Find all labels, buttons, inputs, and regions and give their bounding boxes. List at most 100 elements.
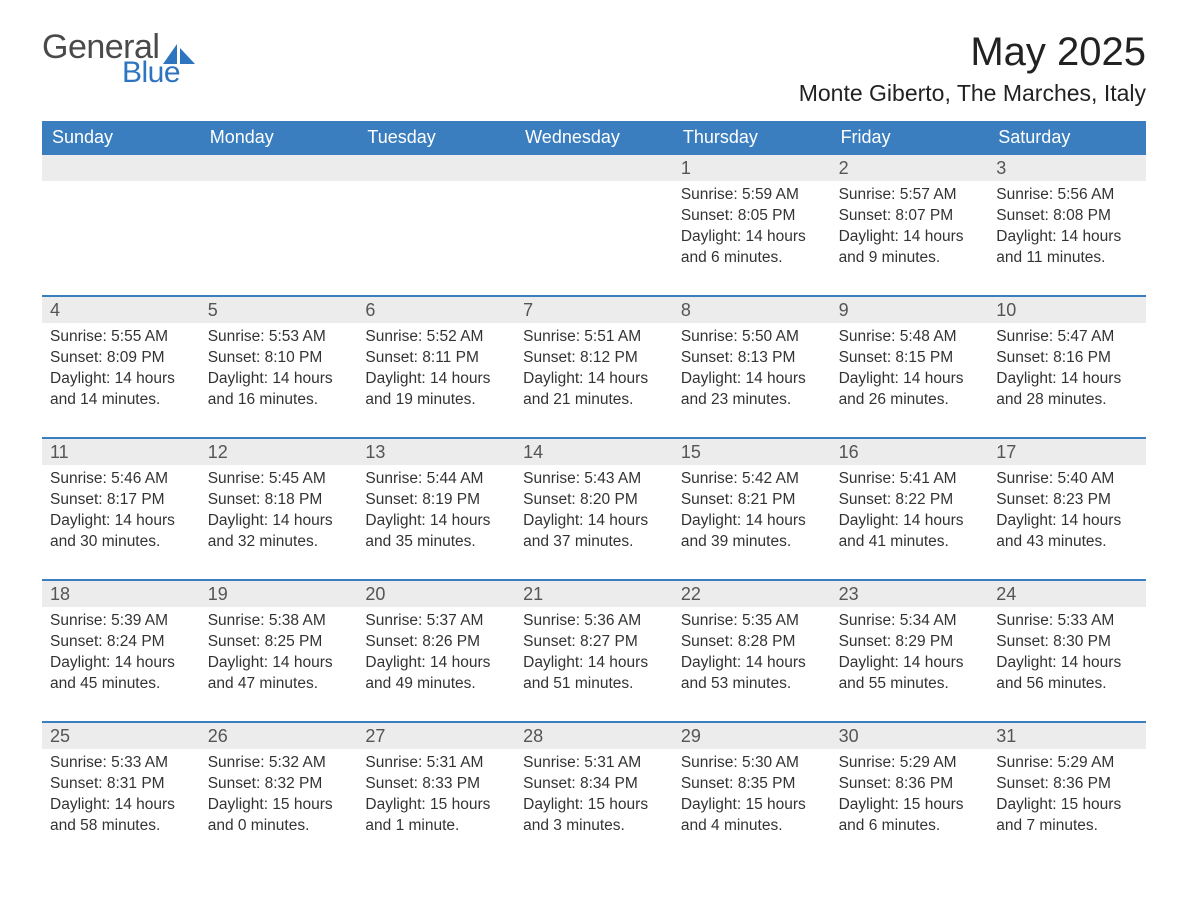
daylight-text: Daylight: 14 hours and 16 minutes. — [208, 369, 350, 411]
sunrise-text: Sunrise: 5:57 AM — [839, 185, 981, 206]
day-number — [42, 155, 200, 181]
sunset-text: Sunset: 8:19 PM — [365, 490, 507, 511]
day-cell: 29Sunrise: 5:30 AMSunset: 8:35 PMDayligh… — [673, 723, 831, 841]
day-cell: 24Sunrise: 5:33 AMSunset: 8:30 PMDayligh… — [988, 581, 1146, 699]
day-cell: 27Sunrise: 5:31 AMSunset: 8:33 PMDayligh… — [357, 723, 515, 841]
sunset-text: Sunset: 8:07 PM — [839, 206, 981, 227]
sunset-text: Sunset: 8:21 PM — [681, 490, 823, 511]
daylight-text: Daylight: 14 hours and 32 minutes. — [208, 511, 350, 553]
daylight-text: Daylight: 15 hours and 4 minutes. — [681, 795, 823, 837]
day-body: Sunrise: 5:31 AMSunset: 8:33 PMDaylight:… — [357, 749, 515, 837]
daylight-text: Daylight: 15 hours and 1 minute. — [365, 795, 507, 837]
daylight-text: Daylight: 14 hours and 14 minutes. — [50, 369, 192, 411]
day-cell: 26Sunrise: 5:32 AMSunset: 8:32 PMDayligh… — [200, 723, 358, 841]
day-cell: 3Sunrise: 5:56 AMSunset: 8:08 PMDaylight… — [988, 155, 1146, 273]
day-cell: 2 Sunrise: 5:57 AMSunset: 8:07 PMDaylight… — [831, 155, 989, 273]
sunset-text: Sunset: 8:15 PM — [839, 348, 981, 369]
sunrise-text: Sunrise: 5:36 AM — [523, 611, 665, 632]
sunrise-text: Sunrise: 5:40 AM — [996, 469, 1138, 490]
sunrise-text: Sunrise: 5:43 AM — [523, 469, 665, 490]
location: Monte Giberto, The Marches, Italy — [799, 80, 1146, 107]
day-body: Sunrise: 5:37 AMSunset: 8:26 PMDaylight:… — [357, 607, 515, 695]
daylight-text: Daylight: 14 hours and 11 minutes. — [996, 227, 1138, 269]
day-cell: 11Sunrise: 5:46 AMSunset: 8:17 PMDayligh… — [42, 439, 200, 557]
sunrise-text: Sunrise: 5:42 AM — [681, 469, 823, 490]
daylight-text: Daylight: 14 hours and 39 minutes. — [681, 511, 823, 553]
day-number: 4 — [42, 297, 200, 323]
daylight-text: Daylight: 15 hours and 3 minutes. — [523, 795, 665, 837]
sunset-text: Sunset: 8:26 PM — [365, 632, 507, 653]
day-number: 14 — [515, 439, 673, 465]
day-number: 2 — [831, 155, 989, 181]
day-number: 21 — [515, 581, 673, 607]
day-number: 12 — [200, 439, 358, 465]
sunset-text: Sunset: 8:28 PM — [681, 632, 823, 653]
day-cell: 22Sunrise: 5:35 AMSunset: 8:28 PMDayligh… — [673, 581, 831, 699]
day-number: 15 — [673, 439, 831, 465]
sunset-text: Sunset: 8:08 PM — [996, 206, 1138, 227]
day-number: 25 — [42, 723, 200, 749]
day-cell — [200, 155, 358, 273]
day-cell: 6Sunrise: 5:52 AMSunset: 8:11 PMDaylight… — [357, 297, 515, 415]
day-body: Sunrise: 5:29 AMSunset: 8:36 PMDaylight:… — [831, 749, 989, 837]
day-body: Sunrise: 5:52 AMSunset: 8:11 PMDaylight:… — [357, 323, 515, 411]
day-body: Sunrise: 5:30 AMSunset: 8:35 PMDaylight:… — [673, 749, 831, 837]
day-cell: 30Sunrise: 5:29 AMSunset: 8:36 PMDayligh… — [831, 723, 989, 841]
daylight-text: Daylight: 14 hours and 56 minutes. — [996, 653, 1138, 695]
sunset-text: Sunset: 8:32 PM — [208, 774, 350, 795]
sunset-text: Sunset: 8:13 PM — [681, 348, 823, 369]
daylight-text: Daylight: 15 hours and 0 minutes. — [208, 795, 350, 837]
day-body: Sunrise: 5:31 AMSunset: 8:34 PMDaylight:… — [515, 749, 673, 837]
daylight-text: Daylight: 14 hours and 58 minutes. — [50, 795, 192, 837]
day-body: Sunrise: 5:50 AMSunset: 8:13 PMDaylight:… — [673, 323, 831, 411]
day-cell: 25Sunrise: 5:33 AMSunset: 8:31 PMDayligh… — [42, 723, 200, 841]
daylight-text: Daylight: 14 hours and 6 minutes. — [681, 227, 823, 269]
day-body: Sunrise: 5:55 AMSunset: 8:09 PMDaylight:… — [42, 323, 200, 411]
sunset-text: Sunset: 8:30 PM — [996, 632, 1138, 653]
day-cell: 13Sunrise: 5:44 AMSunset: 8:19 PMDayligh… — [357, 439, 515, 557]
day-body: Sunrise: 5:44 AMSunset: 8:19 PMDaylight:… — [357, 465, 515, 553]
day-cell — [42, 155, 200, 273]
daylight-text: Daylight: 14 hours and 26 minutes. — [839, 369, 981, 411]
sunset-text: Sunset: 8:27 PM — [523, 632, 665, 653]
day-number: 8 — [673, 297, 831, 323]
day-number: 19 — [200, 581, 358, 607]
sunset-text: Sunset: 8:29 PM — [839, 632, 981, 653]
calendar: SundayMondayTuesdayWednesdayThursdayFrid… — [42, 121, 1146, 841]
sunrise-text: Sunrise: 5:50 AM — [681, 327, 823, 348]
day-body: Sunrise: 5:46 AMSunset: 8:17 PMDaylight:… — [42, 465, 200, 553]
sunset-text: Sunset: 8:22 PM — [839, 490, 981, 511]
sunrise-text: Sunrise: 5:29 AM — [996, 753, 1138, 774]
weekday-header-row: SundayMondayTuesdayWednesdayThursdayFrid… — [42, 121, 1146, 155]
daylight-text: Daylight: 14 hours and 23 minutes. — [681, 369, 823, 411]
daylight-text: Daylight: 14 hours and 47 minutes. — [208, 653, 350, 695]
daylight-text: Daylight: 14 hours and 55 minutes. — [839, 653, 981, 695]
day-number: 6 — [357, 297, 515, 323]
day-cell: 12Sunrise: 5:45 AMSunset: 8:18 PMDayligh… — [200, 439, 358, 557]
day-cell: 21Sunrise: 5:36 AMSunset: 8:27 PMDayligh… — [515, 581, 673, 699]
sunset-text: Sunset: 8:17 PM — [50, 490, 192, 511]
daylight-text: Daylight: 14 hours and 9 minutes. — [839, 227, 981, 269]
day-cell: 23Sunrise: 5:34 AMSunset: 8:29 PMDayligh… — [831, 581, 989, 699]
day-body: Sunrise: 5:36 AMSunset: 8:27 PMDaylight:… — [515, 607, 673, 695]
logo: General Blue — [42, 30, 195, 88]
day-number: 17 — [988, 439, 1146, 465]
sunset-text: Sunset: 8:16 PM — [996, 348, 1138, 369]
day-number: 28 — [515, 723, 673, 749]
day-number: 22 — [673, 581, 831, 607]
daylight-text: Daylight: 14 hours and 35 minutes. — [365, 511, 507, 553]
day-body: Sunrise: 5:42 AMSunset: 8:21 PMDaylight:… — [673, 465, 831, 553]
sunset-text: Sunset: 8:34 PM — [523, 774, 665, 795]
sunset-text: Sunset: 8:36 PM — [996, 774, 1138, 795]
daylight-text: Daylight: 14 hours and 28 minutes. — [996, 369, 1138, 411]
weekday-saturday: Saturday — [988, 121, 1146, 155]
daylight-text: Daylight: 14 hours and 37 minutes. — [523, 511, 665, 553]
day-number: 7 — [515, 297, 673, 323]
day-number: 1 — [673, 155, 831, 181]
day-cell: 10Sunrise: 5:47 AMSunset: 8:16 PMDayligh… — [988, 297, 1146, 415]
sunrise-text: Sunrise: 5:59 AM — [681, 185, 823, 206]
weekday-tuesday: Tuesday — [357, 121, 515, 155]
day-body: Sunrise: 5:34 AMSunset: 8:29 PMDaylight:… — [831, 607, 989, 695]
day-cell: 18Sunrise: 5:39 AMSunset: 8:24 PMDayligh… — [42, 581, 200, 699]
day-body: Sunrise: 5:33 AMSunset: 8:31 PMDaylight:… — [42, 749, 200, 837]
